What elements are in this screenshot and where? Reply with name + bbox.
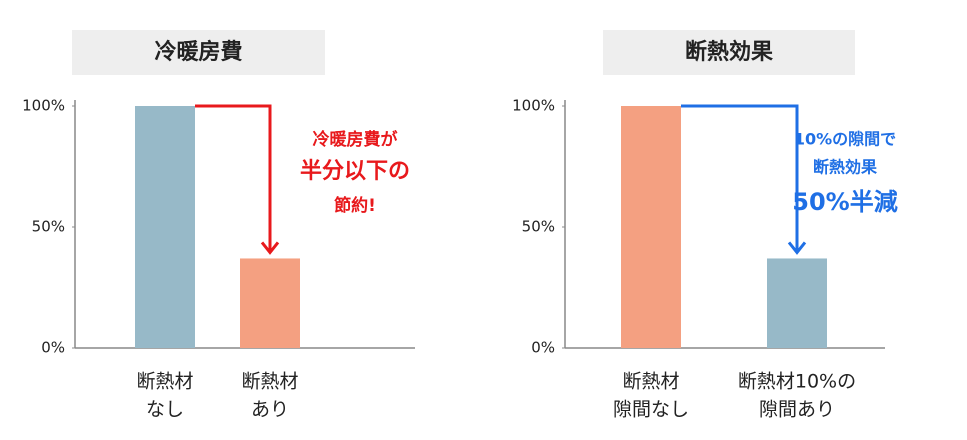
x-tick-label: 隙間あり — [759, 399, 835, 421]
annotation: 50%半減 — [792, 188, 897, 216]
x-tick-label: あり — [251, 399, 289, 421]
bar — [240, 258, 300, 348]
x-tick-label: なし — [146, 399, 184, 421]
chart-title: 断熱効果 — [685, 39, 773, 65]
x-tick-label: 断熱材 — [622, 371, 679, 393]
bar — [767, 258, 827, 348]
chart-title: 冷暖房費 — [154, 39, 242, 65]
annotation: 節約! — [333, 195, 376, 216]
annotation: 冷暖房費が — [313, 129, 398, 150]
y-tick-label: 0% — [41, 339, 65, 357]
title-box — [72, 30, 325, 75]
bar — [621, 106, 681, 348]
y-tick-label: 100% — [22, 97, 65, 115]
bar — [135, 106, 195, 348]
x-tick-label: 断熱材 — [136, 371, 193, 393]
y-tick-label: 50% — [522, 218, 555, 236]
y-tick-label: 0% — [531, 339, 555, 357]
arrow — [681, 104, 799, 253]
x-tick-label: 断熱材 — [241, 371, 298, 393]
y-tick-label: 50% — [32, 218, 65, 236]
y-tick-label: 100% — [512, 97, 555, 115]
x-tick-label: 断熱材10%の — [738, 371, 856, 393]
x-tick-label: 隙間なし — [613, 399, 689, 421]
annotation: 断熱効果 — [813, 158, 877, 177]
arrow — [195, 104, 272, 253]
arrow-head — [787, 241, 807, 255]
annotation: 10%の隙間で — [794, 130, 896, 149]
annotation: 半分以下の — [300, 159, 410, 184]
arrow-head — [260, 241, 280, 255]
title-box — [603, 30, 855, 75]
